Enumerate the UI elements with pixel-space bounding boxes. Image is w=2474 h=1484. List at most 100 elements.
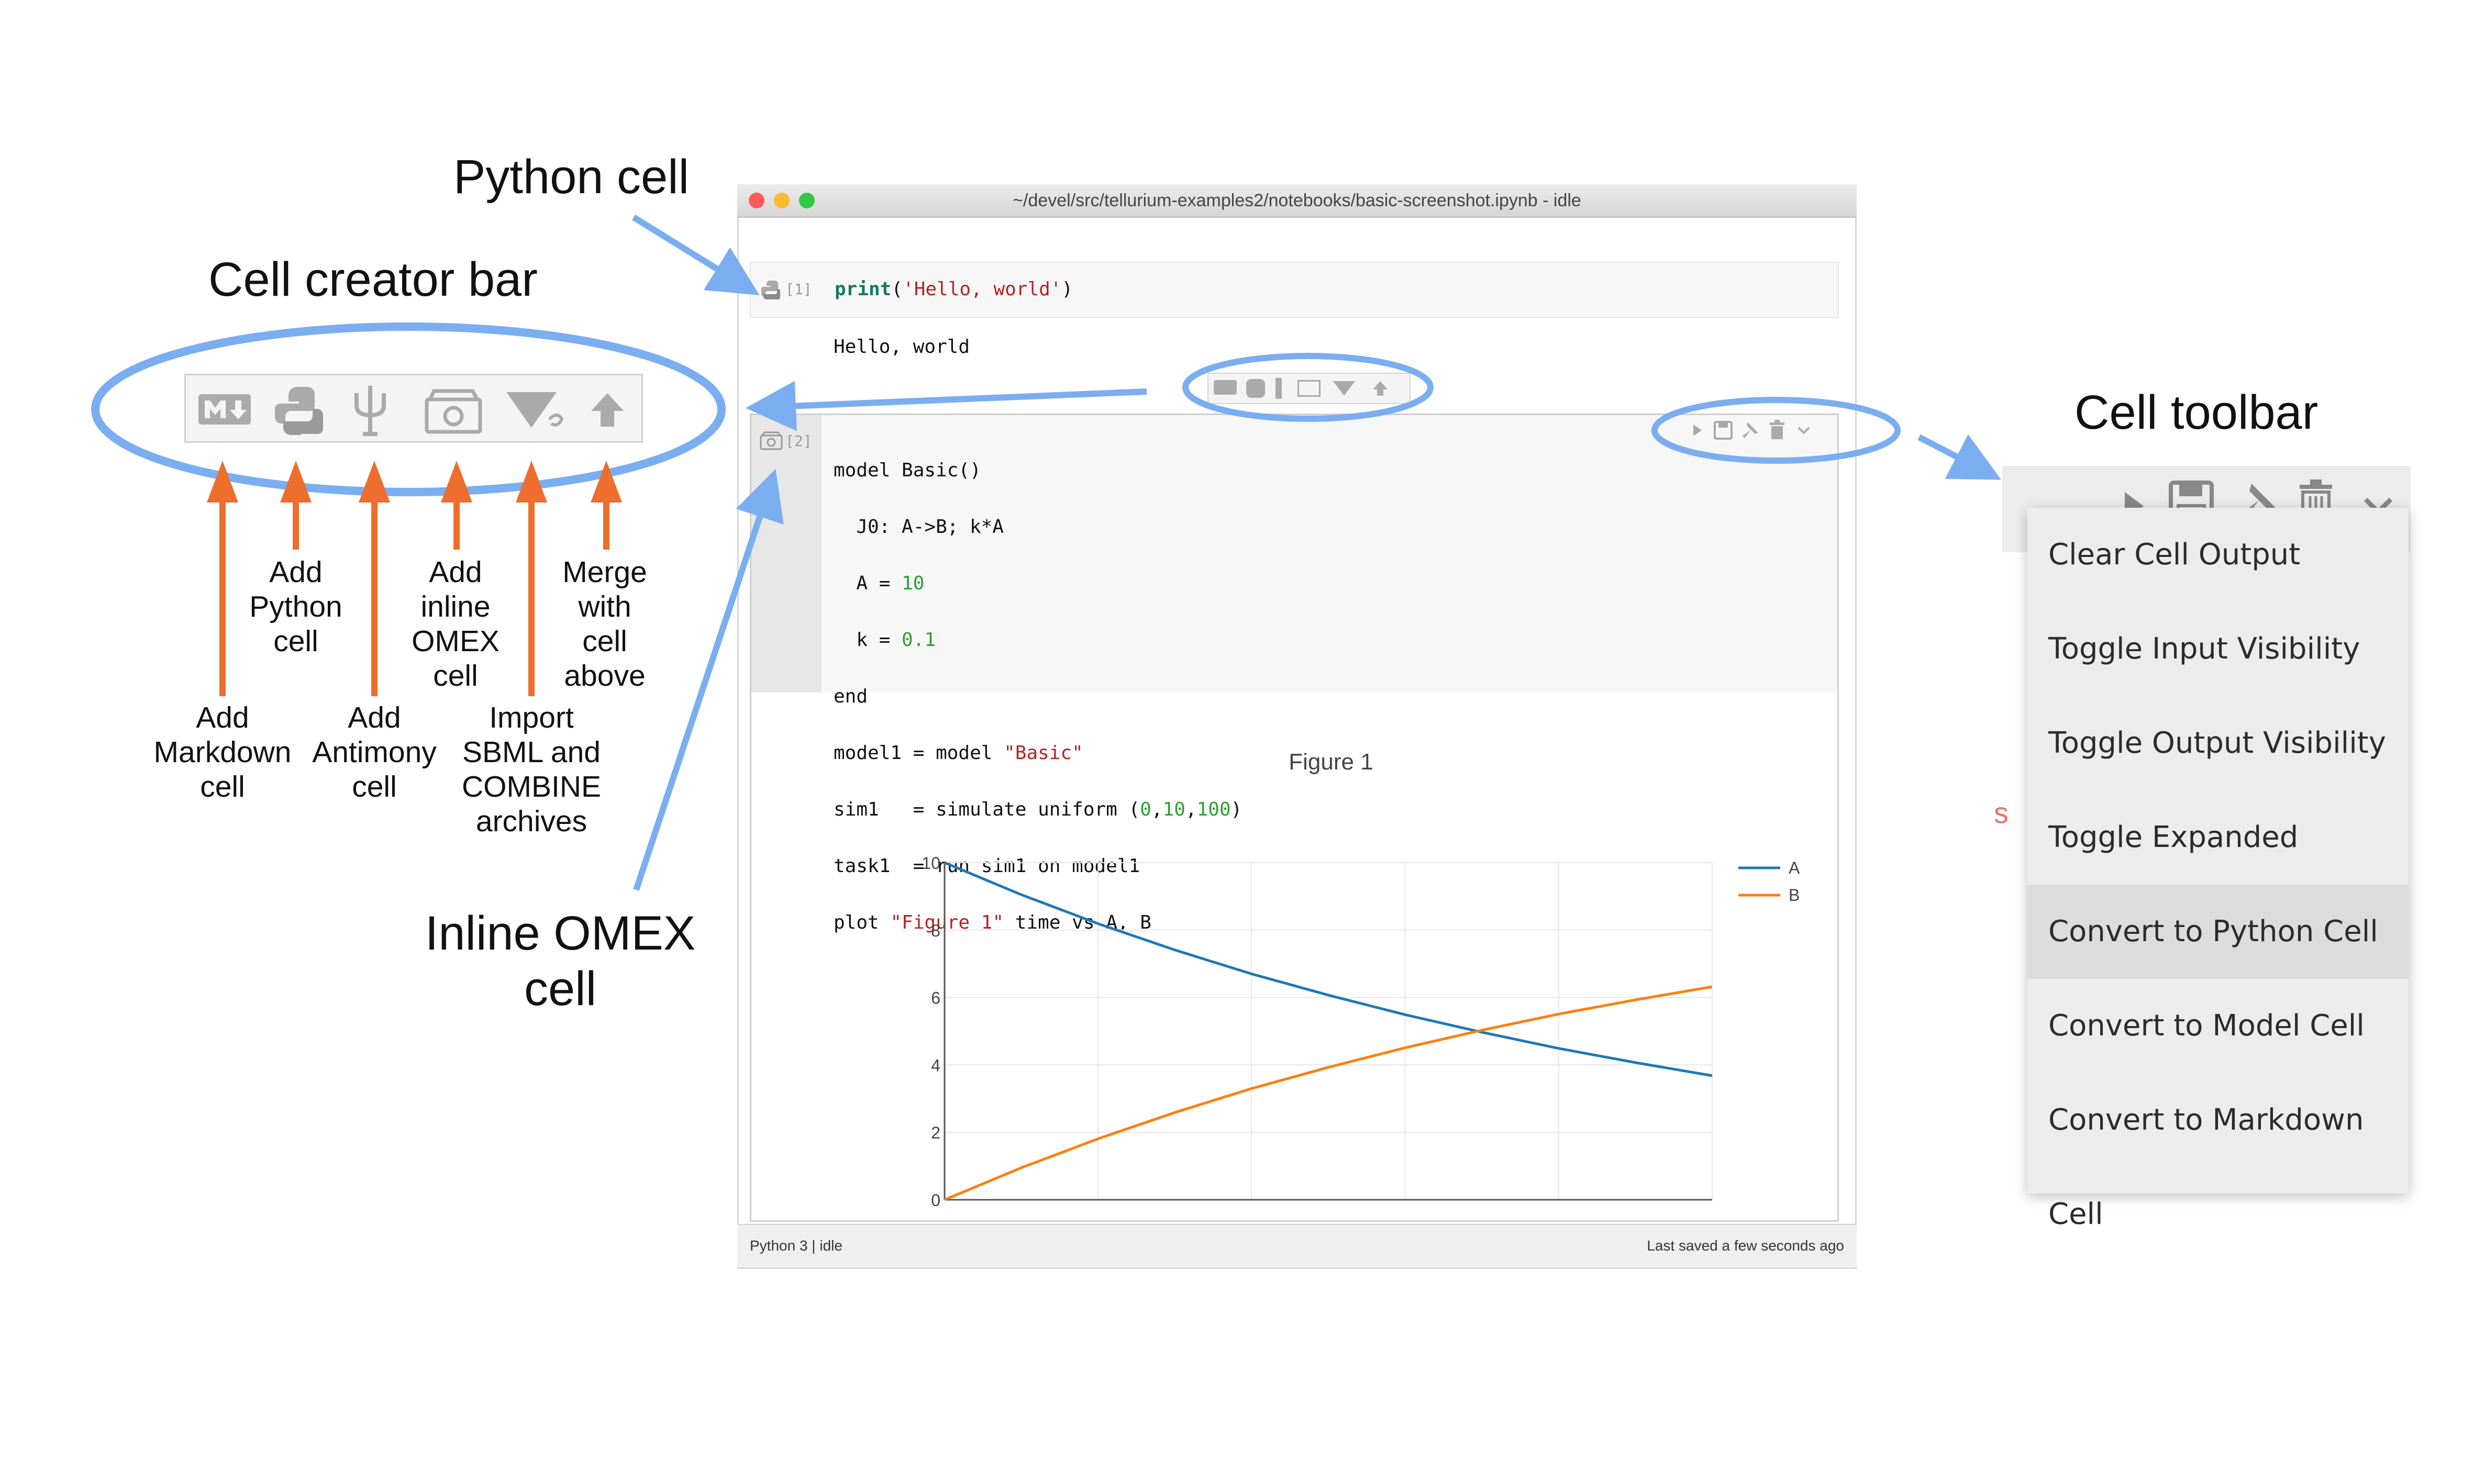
code-token: , — [1151, 799, 1163, 820]
code-token: ) — [1230, 799, 1242, 820]
code-line: sim1 = simulate uniform (0,10,100) — [834, 796, 1242, 824]
toolbar-highlight — [1651, 397, 1901, 464]
pin-icon[interactable] — [1740, 420, 1760, 440]
code-token: print — [835, 278, 892, 300]
creator-bar-arrow — [746, 381, 1147, 431]
merge-up-icon[interactable] — [1371, 379, 1390, 398]
plot-series — [944, 861, 1713, 1201]
obscured-text-fragment: s — [1994, 796, 2009, 829]
code-token: plot — [834, 912, 891, 933]
save-icon[interactable] — [1713, 420, 1733, 440]
code-token: ( — [891, 278, 903, 300]
series-line-B — [944, 985, 1713, 1201]
cell-output: Hello, world — [834, 336, 970, 358]
status-bar: Python 3 | idle Last saved a few seconds… — [737, 1224, 1857, 1267]
python-cell-arrow — [631, 214, 760, 295]
delete-icon[interactable] — [1768, 419, 1787, 440]
plot-y-ticks: 0 2 4 6 8 10 — [922, 854, 940, 1210]
zoom-window-button[interactable] — [799, 193, 815, 208]
toolbar-arrow — [1917, 434, 2001, 480]
antimony-icon[interactable] — [1275, 378, 1282, 399]
cell-prompt: [2] — [785, 432, 812, 450]
add-antimony-label: Add Antimony cell — [312, 701, 437, 804]
python-icon[interactable] — [1246, 379, 1265, 398]
series-line-A — [944, 861, 1713, 1077]
menu-item-toggle-input-visibility[interactable]: Toggle Input Visibility — [2048, 632, 2360, 666]
add-inline-omex-label: Add inline OMEX cell — [412, 555, 500, 693]
import-icon[interactable] — [505, 390, 565, 432]
y-tick-label: 6 — [931, 989, 940, 1008]
chevron-down-icon[interactable] — [1796, 422, 1812, 438]
y-tick-label: 0 — [931, 1191, 940, 1210]
menu-item-toggle-output-visibility[interactable]: Toggle Output Visibility — [2048, 726, 2386, 760]
save-status: Last saved a few seconds ago — [1647, 1237, 1844, 1254]
kernel-status: Python 3 | idle — [750, 1237, 842, 1254]
omex-icon[interactable] — [425, 387, 482, 434]
cell-creator-bar — [184, 374, 643, 443]
legend-label: A — [1789, 858, 1800, 877]
code-line: end — [834, 686, 868, 707]
python-icon — [761, 281, 780, 299]
import-icon[interactable] — [1332, 379, 1358, 398]
y-tick-label: 2 — [931, 1123, 940, 1142]
minimize-window-button[interactable] — [774, 193, 790, 208]
code-token: 0 — [1140, 799, 1151, 820]
add-markdown-label: Add Markdown cell — [153, 701, 292, 804]
code-line: model Basic() — [834, 460, 981, 481]
code-token: ) — [1061, 278, 1073, 300]
plot-grid — [944, 862, 1713, 1201]
menu-item-convert-to-python-cell[interactable]: Convert to Python Cell — [2027, 885, 2409, 979]
cell-toolbar — [1686, 416, 1838, 444]
code-token: , — [1185, 799, 1197, 820]
code-line: k = 0.1 — [834, 626, 1242, 654]
code-line: J0: A->B; k*A — [834, 516, 1004, 538]
code-token: 10 — [902, 573, 925, 594]
code-token: 10 — [1162, 799, 1185, 820]
menu-item-convert-to-markdown-cell[interactable]: Convert to Markdown Cell — [2048, 1103, 2364, 1231]
omex-cell-arrow — [633, 468, 784, 891]
plot-legend: AB — [1738, 858, 1800, 905]
code-token: k = — [834, 629, 902, 651]
cell-toolbar-menu: Clear Cell Output Toggle Input Visibilit… — [2027, 508, 2409, 1231]
menu-item-convert-to-model-cell[interactable]: Convert to Model Cell — [2048, 1009, 2365, 1043]
code-token: 'Hello, world' — [903, 278, 1062, 300]
omex-icon — [760, 431, 783, 450]
code-token: 0.1 — [902, 629, 936, 651]
add-python-label: Add Python cell — [249, 555, 342, 658]
antimony-icon[interactable] — [349, 383, 391, 437]
window-title: ~/devel/src/tellurium-examples2/notebook… — [1013, 191, 1581, 210]
cell-code[interactable]: print('Hello, world') — [835, 275, 1073, 304]
legend-label: B — [1789, 886, 1800, 905]
inline-creator-bar — [1207, 373, 1411, 404]
run-icon[interactable] — [1689, 422, 1705, 438]
merge-up-icon[interactable] — [589, 391, 626, 429]
code-token: "Basic" — [1004, 742, 1083, 764]
inline-omex-annotation: Inline OMEX cell — [425, 907, 696, 1016]
menu-item-toggle-expanded-output[interactable]: Toggle Expanded Output — [2048, 820, 2299, 949]
markdown-icon[interactable] — [197, 391, 252, 428]
code-token: A = — [834, 573, 902, 594]
python-cell[interactable]: [1] print('Hello, world') — [750, 262, 1839, 318]
menu-item-clear-cell-output[interactable]: Clear Cell Output — [2048, 538, 2301, 572]
figure-1-plot: Figure 1 0 2 4 6 8 10 AB — [922, 749, 1800, 1210]
y-tick-label: 10 — [922, 854, 940, 873]
creator-bar-highlight — [91, 322, 726, 496]
window-titlebar: ~/devel/src/tellurium-examples2/notebook… — [737, 184, 1857, 218]
cell-prompt: [1] — [785, 281, 812, 298]
markdown-icon[interactable] — [1214, 380, 1237, 395]
import-sbml-label: Import SBML and COMBINE archives — [461, 701, 602, 838]
code-line: A = 10 — [834, 570, 1242, 598]
merge-cell-label: Merge with cell above — [562, 555, 647, 693]
code-token: 100 — [1196, 799, 1231, 820]
y-tick-label: 4 — [931, 1056, 940, 1075]
cell-toolbar-annotation: Cell toolbar — [2074, 386, 2318, 439]
code-token: model1 = model — [834, 742, 1004, 764]
python-icon[interactable] — [272, 385, 326, 437]
plot-title: Figure 1 — [1289, 749, 1373, 775]
close-window-button[interactable] — [749, 193, 764, 208]
cell-gutter — [751, 415, 822, 693]
omex-icon[interactable] — [1297, 380, 1321, 397]
y-tick-label: 8 — [931, 921, 940, 940]
inline-creator-highlight — [1182, 353, 1434, 422]
cell-input-area[interactable] — [822, 415, 1837, 693]
